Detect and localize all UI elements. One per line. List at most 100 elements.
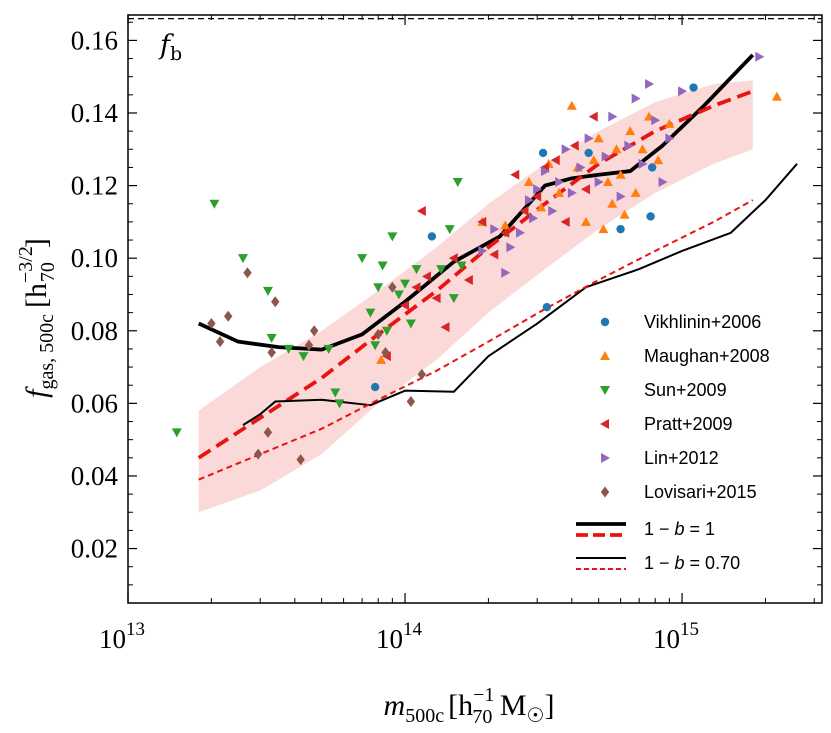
point-lovisari-2015-8	[296, 454, 305, 466]
point-lin-2012-13	[576, 162, 586, 173]
point-lin-2012-10	[555, 176, 565, 187]
legend-label-2: Sun+2009	[644, 380, 727, 400]
point-lin-2012-1	[490, 224, 500, 235]
y-tick-label-1: 0.04	[71, 461, 119, 491]
point-lin-2012-26	[678, 86, 688, 97]
point-lin-2012-20	[631, 93, 641, 104]
point-lovisari-2015-2	[224, 310, 233, 322]
y-tick-label-2: 0.06	[71, 388, 118, 418]
point-maughan-2008-24	[771, 91, 782, 101]
point-maughan-2008-12	[598, 224, 609, 234]
point-lin-2012-4	[515, 227, 525, 238]
point-sun-2009-6	[298, 352, 309, 362]
point-pratt-2009-12	[510, 169, 520, 180]
point-lin-2012-6	[529, 213, 539, 224]
point-pratt-2009-3	[416, 206, 426, 216]
point-maughan-2008-0	[376, 354, 387, 364]
point-sun-2009-5	[283, 344, 294, 354]
x-axis-title: m500c [h−1 70 M☉]	[384, 684, 555, 728]
legend-marker-3	[600, 419, 609, 429]
point-pratt-2009-14	[532, 191, 542, 202]
point-pratt-2009-10	[489, 249, 499, 260]
point-pratt-2009-19	[580, 184, 590, 195]
point-lovisari-2015-6	[267, 347, 276, 359]
point-lovisari-2015-1	[215, 336, 225, 348]
legend-marker-4	[601, 453, 610, 463]
point-lovisari-2015-3	[243, 267, 252, 279]
point-vikhlinin-2006-3	[542, 302, 552, 312]
point-pratt-2009-17	[560, 216, 570, 227]
point-maughan-2008-23	[664, 118, 675, 128]
legend-marker-2	[600, 386, 610, 395]
point-sun-2009-4	[266, 334, 277, 344]
point-sun-2009-3	[262, 286, 273, 296]
point-lin-2012-25	[665, 133, 675, 144]
point-sun-2009-7	[323, 344, 334, 354]
model-lines-layer	[197, 53, 798, 481]
point-lin-2012-22	[645, 78, 655, 89]
point-sun-2009-20	[411, 265, 422, 275]
point-lin-2012-16	[601, 151, 611, 162]
point-sun-2009-16	[387, 232, 398, 242]
point-sun-2009-22	[444, 225, 455, 235]
point-maughan-2008-10	[588, 155, 599, 165]
legend-label-5: Lovisari+2015	[644, 482, 757, 502]
point-pratt-2009-8	[463, 274, 473, 285]
point-pratt-2009-16	[550, 155, 560, 166]
point-lovisari-2015-4	[253, 448, 263, 460]
point-lin-2012-9	[548, 206, 558, 216]
point-pratt-2009-20	[588, 111, 598, 122]
point-sun-2009-0	[171, 428, 182, 438]
axis-ticks	[127, 15, 822, 603]
data-points-layer	[171, 51, 782, 466]
axis-tick-labels: 0.02 0.04 0.06 0.08 0.10 0.12 0.14 0.16 1013 1014…	[71, 25, 699, 654]
point-vikhlinin-2006-7	[646, 212, 655, 221]
point-lin-2012-24	[658, 176, 668, 187]
point-vikhlinin-2006-4	[584, 148, 593, 158]
point-lovisari-2015-0	[207, 318, 216, 330]
y-tick-label-4: 0.10	[71, 243, 118, 273]
legend-marker-5	[600, 486, 610, 498]
point-sun-2009-19	[405, 319, 416, 329]
legend-label-1: Maughan+2008	[644, 346, 770, 366]
legend-label-3: Pratt+2009	[644, 414, 733, 434]
point-sun-2009-17	[393, 290, 404, 300]
point-lin-2012-15	[594, 176, 604, 187]
point-maughan-2008-13	[602, 176, 613, 186]
point-sun-2009-1	[209, 199, 220, 209]
point-pratt-2009-7	[448, 253, 458, 264]
point-sun-2009-11	[365, 308, 376, 318]
point-pratt-2009-11	[500, 227, 510, 238]
legend: Vikhlinin+2006 Maughan+2008 Sun+2009 Pratt+…	[576, 312, 770, 573]
point-maughan-2008-6	[554, 187, 565, 197]
point-vikhlinin-2006-2	[538, 148, 548, 158]
legend-marker-0	[600, 317, 610, 327]
x-tick-label-2: 1015	[653, 619, 699, 654]
plot-frame	[127, 14, 823, 604]
point-lin-2012-8	[540, 166, 550, 177]
point-lin-2012-3	[506, 242, 516, 253]
point-maughan-2008-22	[653, 155, 664, 165]
point-lin-2012-7	[533, 184, 543, 195]
point-pratt-2009-13	[519, 206, 529, 216]
y-axis-title: fgas, 500c[h−3/270]	[15, 238, 59, 398]
point-vikhlinin-2006-1	[427, 232, 437, 241]
point-vikhlinin-2006-5	[616, 224, 625, 234]
point-lin-2012-14	[584, 133, 594, 144]
point-maughan-2008-3	[523, 176, 534, 186]
point-maughan-2008-20	[637, 144, 648, 154]
point-maughan-2008-17	[619, 209, 630, 219]
point-lovisari-2015-5	[263, 426, 273, 438]
point-lin-2012-11	[561, 144, 571, 155]
model-line-3	[242, 163, 798, 426]
point-lin-2012-21	[638, 158, 648, 169]
legend-marker-1	[600, 351, 610, 360]
point-sun-2009-14	[377, 261, 388, 271]
point-pratt-2009-1	[400, 300, 410, 311]
legend-label-0: Vikhlinin+2006	[644, 312, 761, 332]
point-lin-2012-19	[624, 140, 634, 151]
point-maughan-2008-4	[536, 202, 547, 212]
point-sun-2009-18	[400, 279, 411, 289]
point-maughan-2008-2	[500, 220, 511, 230]
x-tick-label-1: 1014	[376, 619, 423, 654]
